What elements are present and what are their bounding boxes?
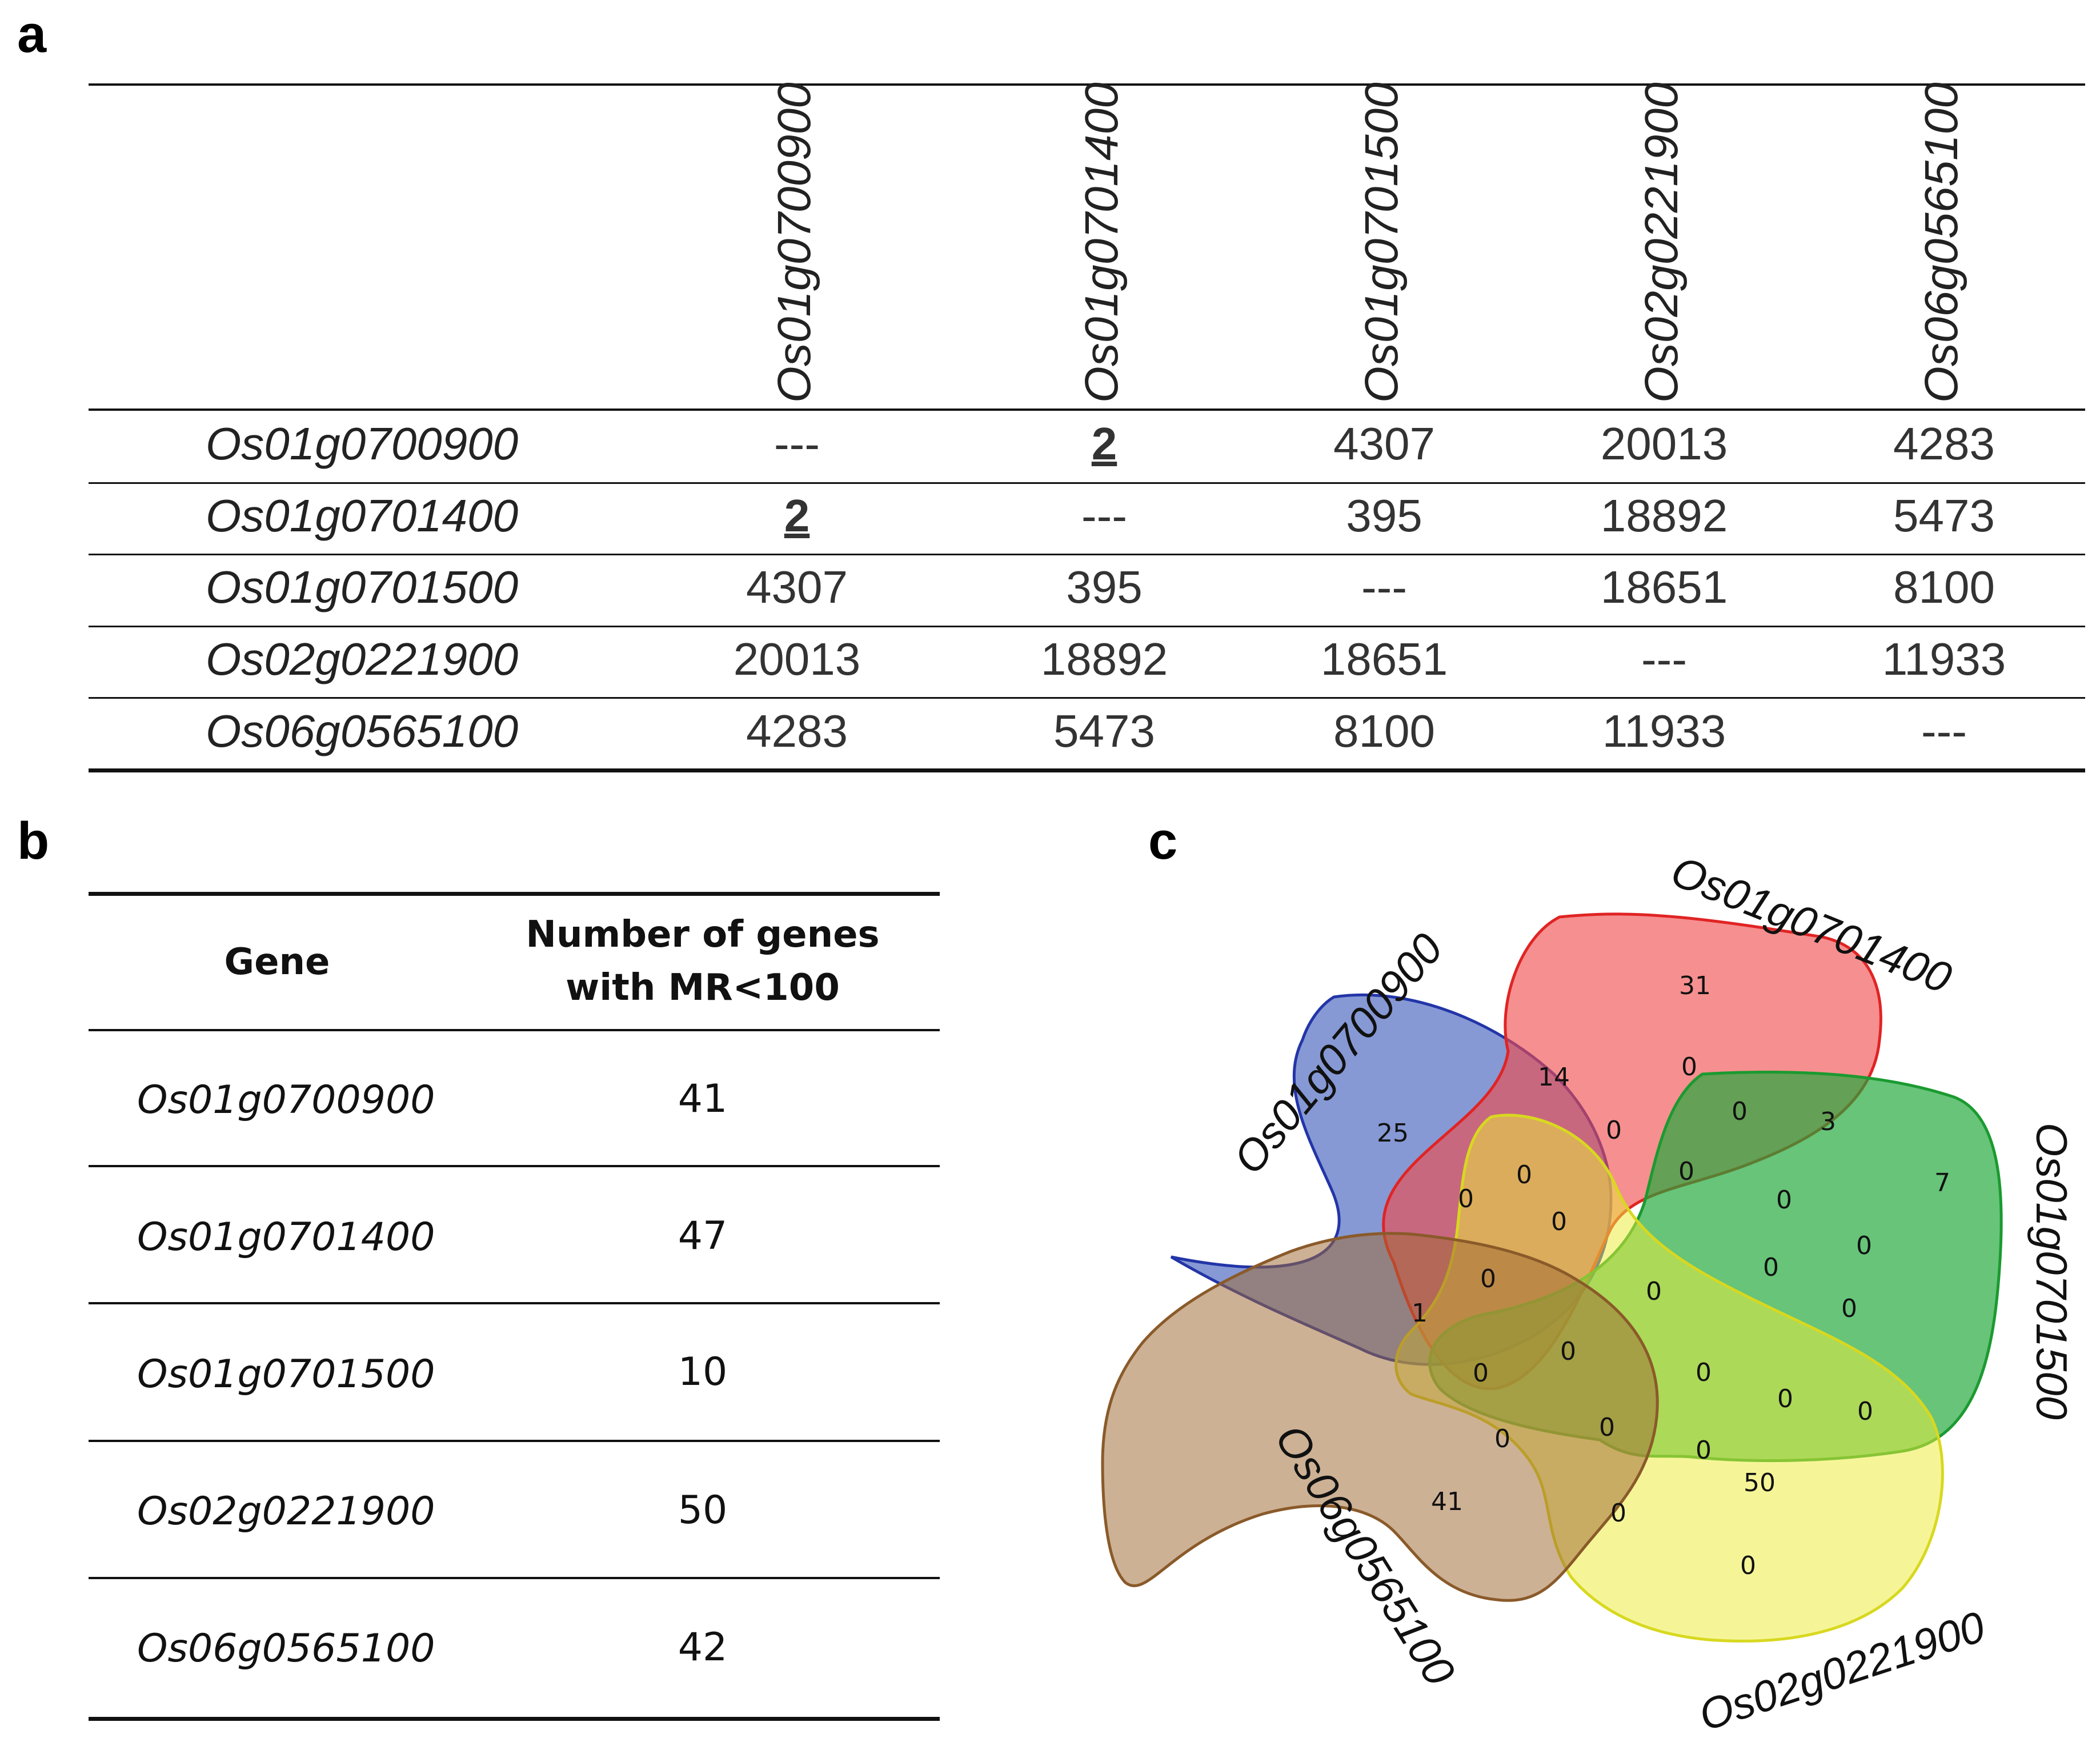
- table-cell: 20013: [733, 634, 861, 684]
- table-cell: 18892: [1040, 634, 1168, 684]
- venn-region-count: 41: [1431, 1487, 1463, 1516]
- venn-region-count: 31: [1679, 971, 1711, 1000]
- venn-region-count: 0: [1551, 1207, 1567, 1236]
- venn-region-count: 0: [1516, 1160, 1532, 1190]
- row-header: Os02g0221900: [206, 634, 519, 684]
- table-cell: ---: [1921, 706, 1967, 756]
- row-divider: [89, 697, 2085, 699]
- venn-region-count: 50: [1744, 1468, 1776, 1497]
- panel-b-label: b: [17, 812, 50, 870]
- gene-count: 10: [678, 1349, 728, 1395]
- venn-region-count: 0: [1732, 1097, 1748, 1126]
- venn-region-count: 0: [1560, 1337, 1576, 1366]
- table-cell: 4283: [746, 706, 848, 756]
- gene-count: 42: [678, 1625, 728, 1670]
- table-cell: ---: [1641, 634, 1687, 684]
- row-divider: [89, 1440, 940, 1442]
- gene-name: Os01g0700900: [137, 1078, 435, 1123]
- venn-region-count: 3: [1820, 1107, 1836, 1136]
- venn-region-count: 7: [1934, 1168, 1950, 1198]
- table-cell: 4307: [746, 562, 848, 612]
- table-cell: 395: [1346, 490, 1422, 541]
- panel-c-label: c: [1148, 812, 1178, 870]
- venn-region-count: 14: [1538, 1063, 1570, 1092]
- venn-region-count: 0: [1681, 1052, 1697, 1082]
- table-cell: 18892: [1600, 490, 1728, 541]
- venn-shapes: [1101, 912, 2003, 1643]
- table-cell-highlight: 2: [784, 490, 810, 541]
- venn-region-count: 25: [1377, 1119, 1409, 1148]
- venn-region-count: 1: [1412, 1299, 1428, 1328]
- table-cell: 11933: [1602, 706, 1726, 756]
- table-cell: ---: [774, 418, 820, 469]
- panel-a-label: a: [17, 5, 47, 63]
- count-column-header-line1: Number of genes: [526, 914, 880, 956]
- table-cell: 11933: [1882, 634, 2006, 684]
- table-a-bottom-rule: [89, 768, 2085, 772]
- table-cell: 8100: [1893, 562, 1995, 612]
- table-cell: 5473: [1053, 706, 1155, 756]
- venn-set-label: Os01g0701500: [2027, 1123, 2075, 1420]
- venn-region-count: 0: [1856, 1231, 1872, 1260]
- table-cell: 20013: [1600, 418, 1728, 469]
- gene-count: 47: [678, 1214, 728, 1259]
- venn-region-count: 0: [1646, 1277, 1662, 1306]
- row-header: Os01g0700900: [206, 418, 519, 469]
- venn-region-count: 0: [1480, 1264, 1496, 1294]
- venn-region-count: 0: [1610, 1499, 1626, 1528]
- table-cell: 18651: [1320, 634, 1448, 684]
- gene-name: Os01g0701500: [137, 1352, 435, 1397]
- table-b-bottom-rule: [89, 1717, 940, 1721]
- gene-name: Os02g0221900: [137, 1489, 435, 1534]
- venn-region-count: 0: [1777, 1384, 1793, 1413]
- venn-region-count: 0: [1494, 1424, 1510, 1453]
- venn-region-count: 0: [1696, 1358, 1712, 1387]
- venn-region-count: 0: [1740, 1551, 1756, 1580]
- row-divider: [89, 1577, 940, 1579]
- table-cell: 18651: [1600, 562, 1728, 612]
- count-column-header-line2: with MR<100: [566, 967, 840, 1009]
- table-cell-highlight: 2: [1091, 418, 1117, 469]
- row-divider: [89, 626, 2085, 627]
- venn-region-count: 0: [1696, 1436, 1712, 1465]
- row-divider: [89, 554, 2085, 555]
- venn-region-count: 0: [1606, 1116, 1622, 1145]
- row-header: Os01g0701400: [206, 490, 519, 541]
- gene-name: Os06g0565100: [137, 1626, 435, 1671]
- table-b-header-rule: [89, 1029, 940, 1031]
- venn-region-count: 0: [1678, 1157, 1694, 1186]
- table-cell: ---: [1361, 562, 1407, 612]
- table-cell: 8100: [1333, 706, 1435, 756]
- venn-region-count: 0: [1857, 1397, 1873, 1426]
- row-divider: [89, 1302, 940, 1304]
- gene-count: 50: [678, 1488, 728, 1533]
- table-cell: 395: [1066, 562, 1143, 612]
- venn-region-count: 0: [1841, 1294, 1857, 1323]
- row-divider: [89, 1165, 940, 1167]
- table-b-top-rule: [89, 892, 940, 896]
- gene-name: Os01g0701400: [137, 1215, 435, 1260]
- venn-region-count: 0: [1458, 1184, 1474, 1214]
- table-a-header-rule: [89, 409, 2085, 411]
- table-cell: 4307: [1333, 418, 1435, 469]
- venn-region-count: 0: [1599, 1413, 1615, 1442]
- venn-region-count: 0: [1763, 1253, 1779, 1282]
- venn-region-count: 0: [1776, 1186, 1792, 1215]
- row-header: Os06g0565100: [206, 706, 519, 756]
- row-header: Os01g0701500: [206, 562, 519, 612]
- table-cell: 4283: [1893, 418, 1995, 469]
- venn-region-count: 0: [1473, 1359, 1489, 1388]
- table-a-top-rule: [89, 83, 2085, 86]
- row-divider: [89, 482, 2085, 484]
- table-cell: ---: [1081, 490, 1127, 541]
- table-cell: 5473: [1893, 490, 1995, 541]
- gene-column-header: Gene: [224, 941, 330, 983]
- venn-set-shape: [1101, 1232, 1659, 1602]
- gene-count: 41: [678, 1076, 728, 1122]
